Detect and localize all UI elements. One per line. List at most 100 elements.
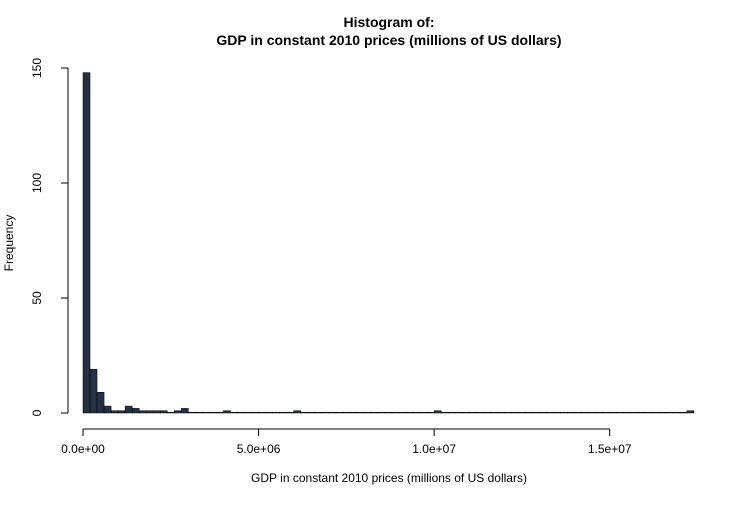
y-tick-label: 150 (30, 58, 44, 78)
x-tick-label: 1.5e+07 (588, 442, 632, 456)
y-tick-label: 0 (30, 409, 44, 416)
histogram-bar (461, 411, 470, 414)
histogram-bar (679, 411, 688, 414)
histogram-bar (103, 405, 112, 414)
histogram-bar (202, 411, 210, 414)
histogram-bar (167, 411, 175, 414)
histogram-bar (532, 411, 540, 414)
y-axis-label: Frequency (2, 215, 16, 272)
y-tick-label: 50 (30, 291, 44, 305)
histogram-bar (258, 411, 266, 414)
histogram-bar (686, 410, 695, 414)
histogram-bar (602, 411, 610, 414)
histogram-bar (188, 411, 196, 414)
histogram-bar (370, 411, 379, 414)
x-axis-label: GDP in constant 2010 prices (millions of… (251, 471, 527, 485)
histogram-bar (293, 410, 301, 414)
histogram-bar (244, 411, 252, 414)
histogram-bar (440, 411, 449, 414)
histogram-bar (265, 411, 273, 414)
histogram-bar (637, 411, 646, 414)
histogram-bar (335, 411, 344, 414)
histogram-bar (82, 72, 91, 414)
histogram-bar (209, 411, 217, 414)
histogram-bar (609, 411, 617, 414)
histogram-bar (630, 411, 639, 414)
histogram-bar (342, 411, 351, 414)
histogram-bars (82, 72, 695, 414)
histogram-bar (469, 411, 477, 414)
histogram-bar (384, 411, 393, 414)
x-tick-label: 0.0e+00 (61, 442, 105, 456)
histogram-bar (145, 410, 154, 414)
histogram-bar (454, 411, 463, 414)
histogram-bar (553, 411, 561, 414)
histogram-bar (672, 411, 681, 414)
histogram-bar (328, 411, 337, 414)
histogram-bar (588, 411, 596, 414)
x-axis: 0.0e+00 5.0e+06 1.0e+07 1.5e+07 (61, 428, 632, 456)
histogram-bar (89, 369, 98, 414)
histogram-bar (356, 411, 365, 414)
histogram-bar (174, 410, 182, 414)
histogram-bar (447, 411, 456, 414)
histogram-bar (272, 411, 280, 414)
histogram-bar (518, 411, 526, 414)
histogram-bar (665, 411, 674, 414)
x-tick-label: 1.0e+07 (412, 442, 456, 456)
histogram-bar (623, 411, 632, 414)
histogram-bar (405, 411, 414, 414)
histogram-bar (181, 408, 189, 414)
histogram-bar (616, 411, 625, 414)
histogram-bar (223, 410, 231, 414)
histogram-bar (110, 410, 119, 414)
histogram-bar (539, 411, 547, 414)
histogram-bar (595, 411, 603, 414)
histogram-bar (483, 411, 491, 414)
histogram-bar (286, 411, 294, 414)
histogram-bar (644, 411, 653, 414)
histogram-bar (160, 410, 168, 414)
histogram-bar (574, 411, 582, 414)
histogram-bar (433, 410, 442, 414)
histogram-bar (321, 411, 330, 414)
histogram-bar (651, 411, 660, 414)
histogram-bar (251, 411, 259, 414)
histogram-bar (117, 410, 126, 414)
histogram-bar (560, 411, 568, 414)
histogram-bar (398, 411, 407, 414)
histogram-bar (230, 411, 238, 414)
histogram-bar (377, 411, 386, 414)
histogram-bar (525, 411, 533, 414)
histogram-bar (426, 411, 435, 414)
histogram-bar (658, 411, 667, 414)
histogram-bar (546, 411, 554, 414)
histogram-bar (581, 411, 589, 414)
histogram-bar (314, 411, 323, 414)
histogram-bar (412, 411, 421, 414)
histogram-bar (419, 411, 428, 414)
histogram-bar (216, 411, 224, 414)
chart-title-line2: GDP in constant 2010 prices (millions of… (216, 32, 561, 48)
histogram-bar (279, 411, 287, 414)
y-axis: 0 50 100 150 (30, 58, 69, 416)
histogram-bar (349, 411, 358, 414)
histogram-bar (307, 411, 316, 414)
histogram-bar (138, 410, 147, 414)
histogram-bar (96, 392, 105, 414)
histogram-bar (124, 405, 133, 414)
histogram-bar (131, 408, 140, 414)
histogram-bar (567, 411, 575, 414)
histogram-bar (476, 411, 484, 414)
x-tick-label: 5.0e+06 (237, 442, 281, 456)
histogram-bar (195, 411, 203, 414)
chart-title-line1: Histogram of: (344, 14, 435, 30)
y-tick-label: 100 (30, 173, 44, 193)
histogram-bar (490, 411, 498, 414)
histogram-bar (152, 410, 161, 414)
histogram-bar (237, 411, 245, 414)
histogram-bar (300, 411, 308, 414)
histogram-bar (391, 411, 400, 414)
